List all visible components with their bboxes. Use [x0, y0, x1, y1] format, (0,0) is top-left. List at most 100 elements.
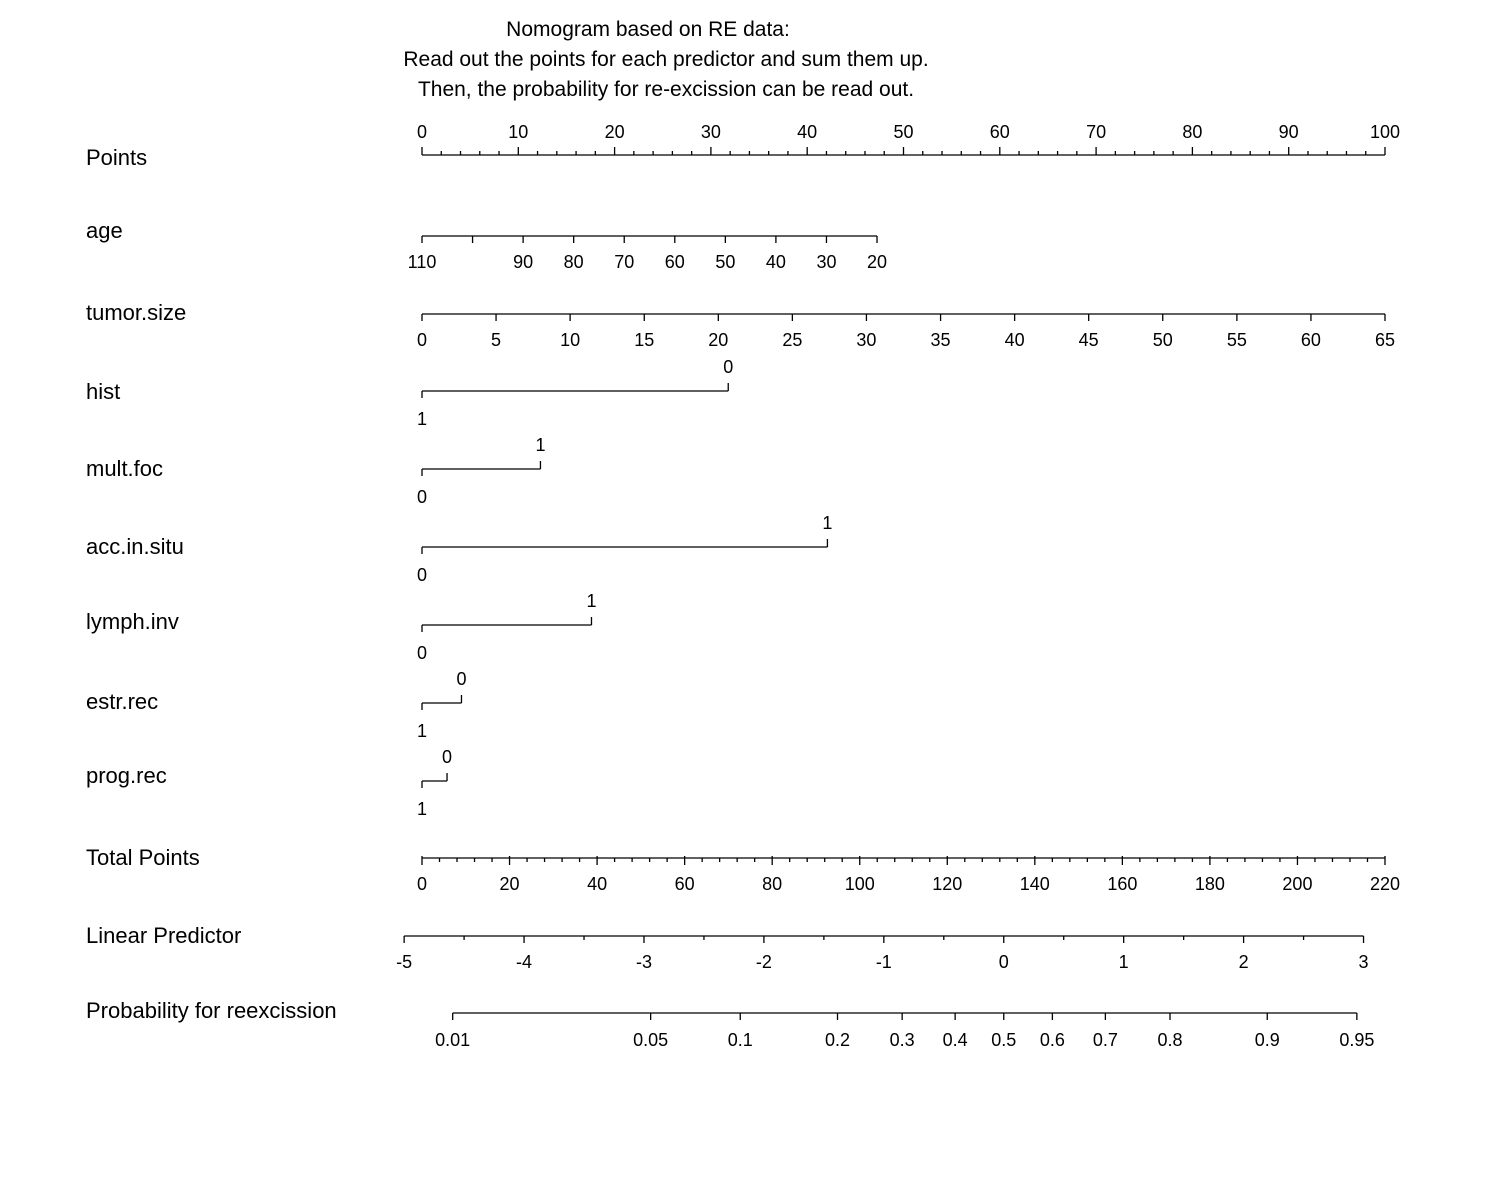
tumor-size-tick-label: 0 [417, 330, 427, 350]
tumor-size-tick-label: 35 [931, 330, 951, 350]
age-tick-label: 80 [564, 252, 584, 272]
row-mult-foc: mult.foc 0 1 [86, 435, 545, 507]
row-label-prog-rec: prog.rec [86, 763, 167, 788]
row-acc-in-situ: acc.in.situ 0 1 [86, 513, 832, 585]
total-points-tick-label: 180 [1195, 874, 1225, 894]
row-linear-predictor: Linear Predictor -5 -4 -3 -2 -1 0 1 2 3 [86, 923, 1369, 972]
row-label-age: age [86, 218, 123, 243]
linear-predictor-tick-label: 1 [1119, 952, 1129, 972]
tumor-size-tick-label: 50 [1153, 330, 1173, 350]
row-prog-rec: prog.rec 1 0 [86, 747, 452, 819]
linear-predictor-tick-label: 0 [999, 952, 1009, 972]
row-label-probability-for-reexcission: Probability for reexcission [86, 998, 337, 1023]
probability-tick-label: 0.8 [1157, 1030, 1182, 1050]
age-tick-label: 50 [715, 252, 735, 272]
row-lymph-inv: lymph.inv 0 1 [86, 591, 596, 663]
chart-title: Nomogram based on RE data: Read out the … [403, 18, 928, 101]
estr-rec-level-label: 1 [417, 721, 427, 741]
tumor-size-tick-label: 25 [782, 330, 802, 350]
tumor-size-tick-label: 40 [1005, 330, 1025, 350]
total-points-tick-label: 60 [675, 874, 695, 894]
points-tick-label: 60 [990, 122, 1010, 142]
tumor-size-tick-label: 20 [708, 330, 728, 350]
total-points-tick-label: 0 [417, 874, 427, 894]
row-label-mult-foc: mult.foc [86, 456, 163, 481]
points-tick-label: 0 [417, 122, 427, 142]
row-probability-for-reexcission: Probability for reexcission 0.01 0.05 0.1 0.… [86, 998, 1374, 1050]
probability-tick-label: 0.1 [728, 1030, 753, 1050]
probability-tick-label: 0.9 [1255, 1030, 1280, 1050]
acc-in-situ-level-label: 1 [822, 513, 832, 533]
tumor-size-tick-label: 15 [634, 330, 654, 350]
linear-predictor-tick-label: -2 [756, 952, 772, 972]
probability-tick-label: 0.5 [991, 1030, 1016, 1050]
total-points-tick-label: 200 [1282, 874, 1312, 894]
points-tick-label: 10 [508, 122, 528, 142]
points-tick-label: 100 [1370, 122, 1400, 142]
points-tick-label: 20 [605, 122, 625, 142]
tumor-size-tick-label: 45 [1079, 330, 1099, 350]
total-points-tick-label: 20 [500, 874, 520, 894]
points-tick-label: 30 [701, 122, 721, 142]
row-label-acc-in-situ: acc.in.situ [86, 534, 184, 559]
linear-predictor-tick-label: -5 [396, 952, 412, 972]
probability-tick-label: 0.7 [1093, 1030, 1118, 1050]
total-points-tick-label: 120 [932, 874, 962, 894]
row-total-points: Total Points 0 20 40 60 80 100 120 140 160 180 200 2… [86, 845, 1400, 894]
mult-foc-level-label: 0 [417, 487, 427, 507]
row-label-tumor-size: tumor.size [86, 300, 186, 325]
tumor-size-tick-label: 55 [1227, 330, 1247, 350]
total-points-tick-label: 160 [1107, 874, 1137, 894]
age-tick-label: 60 [665, 252, 685, 272]
probability-tick-label: 0.01 [435, 1030, 470, 1050]
row-points: Points 0 10 20 30 40 50 60 70 80 90 100 [86, 122, 1400, 170]
probability-tick-label: 0.05 [633, 1030, 668, 1050]
age-tick-label: 30 [816, 252, 836, 272]
total-points-tick-label: 220 [1370, 874, 1400, 894]
probability-tick-label: 0.6 [1040, 1030, 1065, 1050]
title-line-2: Read out the points for each predictor a… [403, 48, 928, 71]
row-label-total-points: Total Points [86, 845, 200, 870]
linear-predictor-tick-label: 3 [1359, 952, 1369, 972]
probability-tick-label: 0.95 [1339, 1030, 1374, 1050]
prog-rec-level-label: 1 [417, 799, 427, 819]
linear-predictor-tick-label: -4 [516, 952, 532, 972]
points-tick-label: 40 [797, 122, 817, 142]
lymph-inv-level-label: 1 [586, 591, 596, 611]
probability-tick-label: 0.4 [943, 1030, 968, 1050]
age-tick-label: 90 [513, 252, 533, 272]
total-points-tick-label: 100 [845, 874, 875, 894]
age-tick-label: 20 [867, 252, 887, 272]
tumor-size-tick-label: 60 [1301, 330, 1321, 350]
mult-foc-level-label: 1 [535, 435, 545, 455]
age-tick-label: 110 [408, 252, 437, 272]
points-tick-label: 80 [1182, 122, 1202, 142]
row-label-linear-predictor: Linear Predictor [86, 923, 241, 948]
total-points-tick-label: 140 [1020, 874, 1050, 894]
hist-level-label: 1 [417, 409, 427, 429]
age-tick-label: 70 [614, 252, 634, 272]
row-label-estr-rec: estr.rec [86, 689, 158, 714]
row-label-hist: hist [86, 379, 120, 404]
row-label-lymph-inv: lymph.inv [86, 609, 179, 634]
linear-predictor-tick-label: 2 [1239, 952, 1249, 972]
points-tick-label: 70 [1086, 122, 1106, 142]
row-estr-rec: estr.rec 1 0 [86, 669, 466, 741]
prog-rec-level-label: 0 [442, 747, 452, 767]
probability-tick-label: 0.3 [890, 1030, 915, 1050]
row-label-points: Points [86, 145, 147, 170]
linear-predictor-tick-label: -1 [876, 952, 892, 972]
total-points-tick-label: 80 [762, 874, 782, 894]
points-tick-label: 90 [1279, 122, 1299, 142]
points-tick-label: 50 [893, 122, 913, 142]
linear-predictor-tick-label: -3 [636, 952, 652, 972]
title-line-1: Nomogram based on RE data: [506, 18, 790, 41]
tumor-size-tick-label: 65 [1375, 330, 1395, 350]
acc-in-situ-level-label: 0 [417, 565, 427, 585]
row-hist: hist 1 0 [86, 357, 733, 429]
tumor-size-tick-label: 5 [491, 330, 501, 350]
hist-level-label: 0 [723, 357, 733, 377]
estr-rec-level-label: 0 [456, 669, 466, 689]
